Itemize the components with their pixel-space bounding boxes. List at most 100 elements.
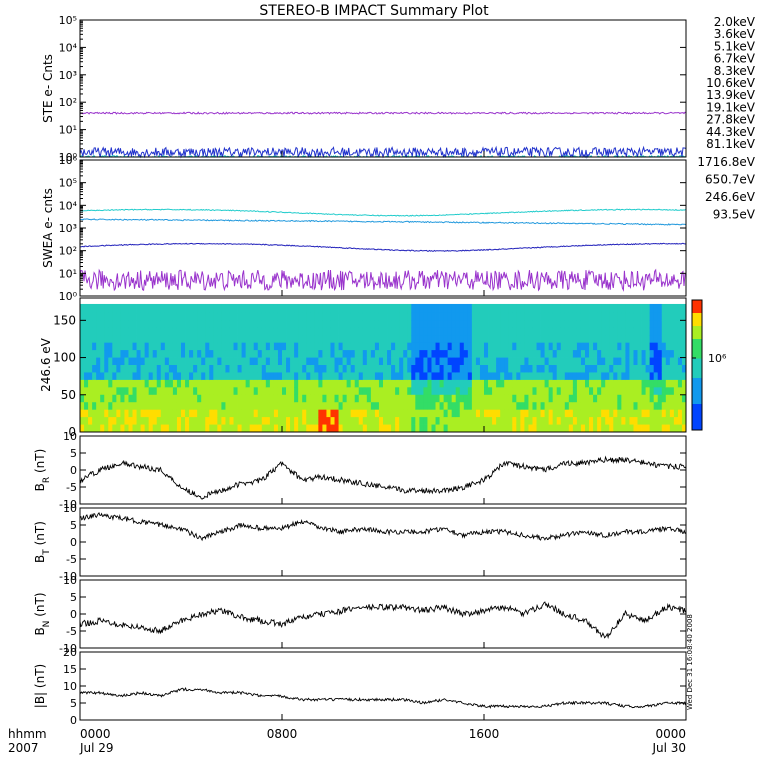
heatmap-cell	[548, 357, 554, 366]
heatmap-cell	[366, 409, 372, 418]
heatmap-cell	[124, 387, 129, 396]
heatmap-cell	[318, 365, 323, 373]
colorbar-segment	[692, 417, 702, 421]
heatmap-cell	[613, 387, 618, 396]
colorbar-segment	[692, 374, 702, 379]
heatmap-cell	[560, 357, 566, 366]
heatmap-cell	[633, 350, 638, 358]
heatmap-cell	[520, 342, 525, 351]
heatmap-cell	[156, 335, 162, 344]
heatmap-cell	[132, 350, 137, 358]
heatmap-cell	[108, 305, 113, 314]
heatmap-cell	[637, 350, 642, 358]
heatmap-cell	[580, 342, 586, 351]
heatmap-cell	[387, 365, 392, 373]
heatmap-cell	[144, 417, 150, 425]
heatmap-cell	[601, 417, 606, 425]
heatmap-cell	[508, 417, 513, 425]
heatmap-cell	[201, 387, 206, 396]
heatmap-cell	[269, 387, 275, 396]
heatmap-cell	[269, 424, 275, 433]
heatmap-cell	[160, 320, 166, 329]
heatmap-cell	[488, 394, 493, 403]
heatmap-cell	[580, 424, 586, 433]
heatmap-cell	[221, 342, 226, 351]
heatmap-cell	[160, 350, 166, 358]
heatmap-cell	[463, 357, 469, 366]
heatmap-cell	[669, 409, 675, 418]
heatmap-cell	[471, 357, 477, 366]
heatmap-cell	[508, 409, 513, 418]
heatmap-cell	[540, 342, 545, 351]
heatmap-cell	[391, 409, 396, 418]
heatmap-cell	[488, 305, 493, 314]
heatmap-cell	[164, 394, 170, 403]
heatmap-cell	[459, 305, 465, 314]
heatmap-cell	[326, 357, 331, 366]
heatmap-cell	[419, 417, 424, 425]
heatmap-cell	[221, 402, 226, 411]
heatmap-cell	[338, 402, 343, 411]
heatmap-cell	[641, 409, 646, 418]
heatmap-cell	[625, 327, 630, 336]
heatmap-cell	[282, 372, 287, 381]
heatmap-cell	[185, 320, 190, 329]
heatmap-cell	[233, 320, 238, 329]
heatmap-cell	[467, 372, 473, 381]
heatmap-cell	[282, 365, 287, 373]
heatmap-cell	[310, 409, 315, 418]
heatmap-cell	[560, 402, 566, 411]
heatmap-cell	[435, 357, 440, 366]
heatmap-cell	[536, 312, 541, 321]
heatmap-cell	[589, 394, 594, 403]
heatmap-cell	[334, 327, 339, 336]
heatmap-cell	[88, 387, 93, 396]
colorbar-segment	[692, 313, 702, 317]
heatmap-cell	[322, 342, 327, 351]
heatmap-cell	[156, 409, 162, 418]
heatmap-cell	[504, 402, 509, 411]
heatmap-cell	[237, 379, 242, 388]
heatmap-cell	[633, 320, 638, 329]
heatmap-cell	[318, 402, 323, 411]
legend-ste-entry: 19.1keV	[706, 100, 756, 114]
heatmap-cell	[362, 424, 368, 433]
heatmap-cell	[193, 402, 198, 411]
heatmap-cell	[576, 357, 582, 366]
heatmap-cell	[286, 312, 291, 321]
heatmap-cell	[334, 305, 339, 314]
heatmap-cell	[488, 350, 493, 358]
heatmap-cell	[306, 379, 311, 388]
heatmap-cell	[156, 312, 162, 321]
heatmap-cell	[282, 387, 287, 396]
heatmap-cell	[572, 365, 578, 373]
heatmap-cell	[245, 342, 251, 351]
heatmap-cell	[617, 305, 622, 314]
heatmap-cell	[326, 365, 331, 373]
heatmap-cell	[633, 305, 638, 314]
heatmap-cell	[447, 312, 453, 321]
heatmap-cell	[346, 387, 352, 396]
heatmap-cell	[176, 320, 182, 329]
heatmap-cell	[548, 417, 554, 425]
heatmap-cell	[471, 350, 477, 358]
heatmap-cell	[334, 372, 339, 381]
heatmap-cell	[564, 402, 570, 411]
heatmap-cell	[245, 402, 251, 411]
heatmap-cell	[407, 320, 412, 329]
heatmap-cell	[556, 327, 562, 336]
heatmap-cell	[172, 320, 178, 329]
heatmap-cell	[213, 320, 218, 329]
heatmap-cell	[399, 305, 404, 314]
heatmap-cell	[116, 312, 121, 321]
heatmap-cell	[156, 305, 162, 314]
heatmap-cell	[673, 379, 679, 388]
heatmap-cell	[290, 387, 295, 396]
heatmap-cell	[282, 327, 287, 336]
heatmap-cell	[641, 350, 646, 358]
heatmap-cell	[524, 305, 529, 314]
heatmap-cell	[657, 372, 663, 381]
heatmap-cell	[249, 342, 255, 351]
heatmap-cell	[673, 409, 679, 418]
heatmap-cell	[253, 335, 259, 344]
